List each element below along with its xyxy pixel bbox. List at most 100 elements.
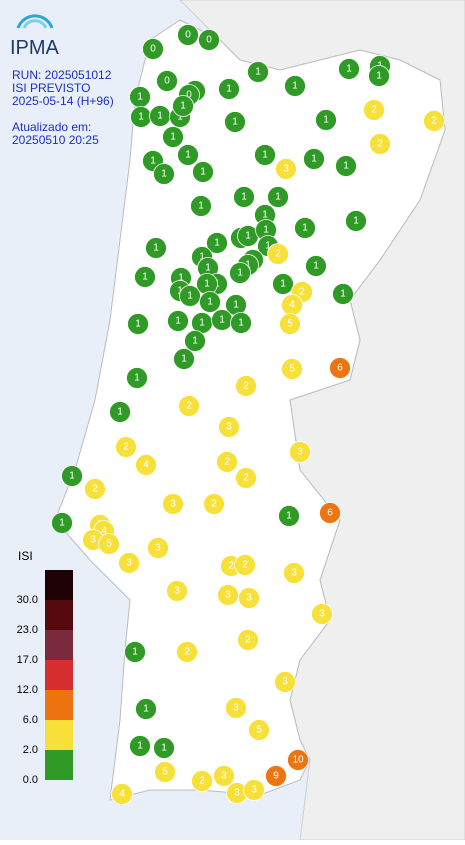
station-value: 1 [135,319,141,330]
station-value: 1 [343,161,349,172]
station-marker [294,217,316,239]
station-value: 1 [340,289,346,300]
station-marker [166,580,188,602]
station-value: 1 [207,297,213,308]
station-value: 1 [175,316,181,327]
station-marker [167,310,189,332]
station-value: 3 [221,771,227,782]
station-marker [338,58,360,80]
legend-swatch [45,660,73,690]
station-marker [238,587,260,609]
station-marker [178,395,200,417]
station-value: 6 [337,363,343,374]
logo-text: IPMA [10,37,60,59]
station-value: 2 [431,116,437,127]
station-marker [267,186,289,208]
station-value: 3 [155,543,161,554]
legend-label: 0.0 [23,774,38,786]
station-value: 0 [206,35,212,46]
station-marker [248,719,270,741]
station-value: 1 [219,315,225,326]
station-value: 2 [186,401,192,412]
station-value: 2 [92,484,98,495]
markers: 0000001111111111111122211111311111111111… [51,24,445,805]
station-value: 3 [90,535,96,546]
station-value: 1 [353,216,359,227]
station-value: 1 [185,150,191,161]
station-value: 1 [237,268,243,279]
legend-title: ISI [18,549,33,563]
station-value: 1 [177,286,183,297]
station-value: 3 [225,590,231,601]
legend-label: 12.0 [17,684,38,696]
station-marker [61,465,83,487]
product: ISI PREVISTO [12,81,90,95]
station-value: 2 [245,635,251,646]
updated-time: 20250510 20:25 [12,133,99,147]
station-marker [173,348,195,370]
station-value: 0 [150,44,156,55]
station-value: 1 [245,260,251,271]
station-marker [247,61,269,83]
station-value: 1 [232,117,238,128]
station-marker [135,454,157,476]
station-value: 1 [205,263,211,274]
station-value: 6 [327,508,333,519]
station-marker [199,291,221,313]
station-marker [213,765,235,787]
station-value: 2 [184,647,190,658]
station-value: 5 [289,364,295,375]
station-marker [287,749,309,771]
station-marker [305,255,327,277]
station-marker [283,562,305,584]
station-value: 1 [199,252,205,263]
station-value: 3 [126,558,132,569]
station-value: 1 [311,154,317,165]
station-value: 2 [377,139,383,150]
station-value: 1 [275,192,281,203]
station-value: 1 [263,225,269,236]
station-marker [179,285,201,307]
station-marker [274,671,296,693]
station-marker [216,451,238,473]
station-marker [162,126,184,148]
station-value: 1 [198,201,204,212]
legend-swatch [45,720,73,750]
station-value: 1 [255,67,261,78]
station-marker [190,195,212,217]
station-value: 4 [289,300,295,311]
station-value: 1 [137,92,143,103]
station-value: 1 [238,318,244,329]
station-value: 1 [69,471,75,482]
station-value: 1 [157,111,163,122]
station-marker [129,735,151,757]
station-value: 2 [243,381,249,392]
station-value: 3 [233,703,239,714]
station-value: 1 [117,407,123,418]
station-marker [235,375,257,397]
station-value: 1 [192,336,198,347]
legend-swatch [45,600,73,630]
station-marker [177,24,199,46]
station-value: 1 [180,101,186,112]
station-marker [234,554,256,576]
station-marker [134,266,156,288]
station-marker [311,603,333,625]
station-value: 0 [186,90,192,101]
station-value: 3 [170,499,176,510]
station-value: 4 [101,526,107,537]
run: RUN: 2025051012 [12,68,112,82]
station-marker [154,761,176,783]
station-marker [191,770,213,792]
logo-arc [16,14,54,29]
station-marker [176,641,198,663]
station-value: 5 [106,539,112,550]
station-marker [142,38,164,60]
station-marker [51,512,73,534]
station-value: 2 [123,442,129,453]
station-marker [177,144,199,166]
station-marker [230,312,252,334]
station-marker [267,243,289,265]
station-value: 2 [275,249,281,260]
station-marker [275,158,297,180]
